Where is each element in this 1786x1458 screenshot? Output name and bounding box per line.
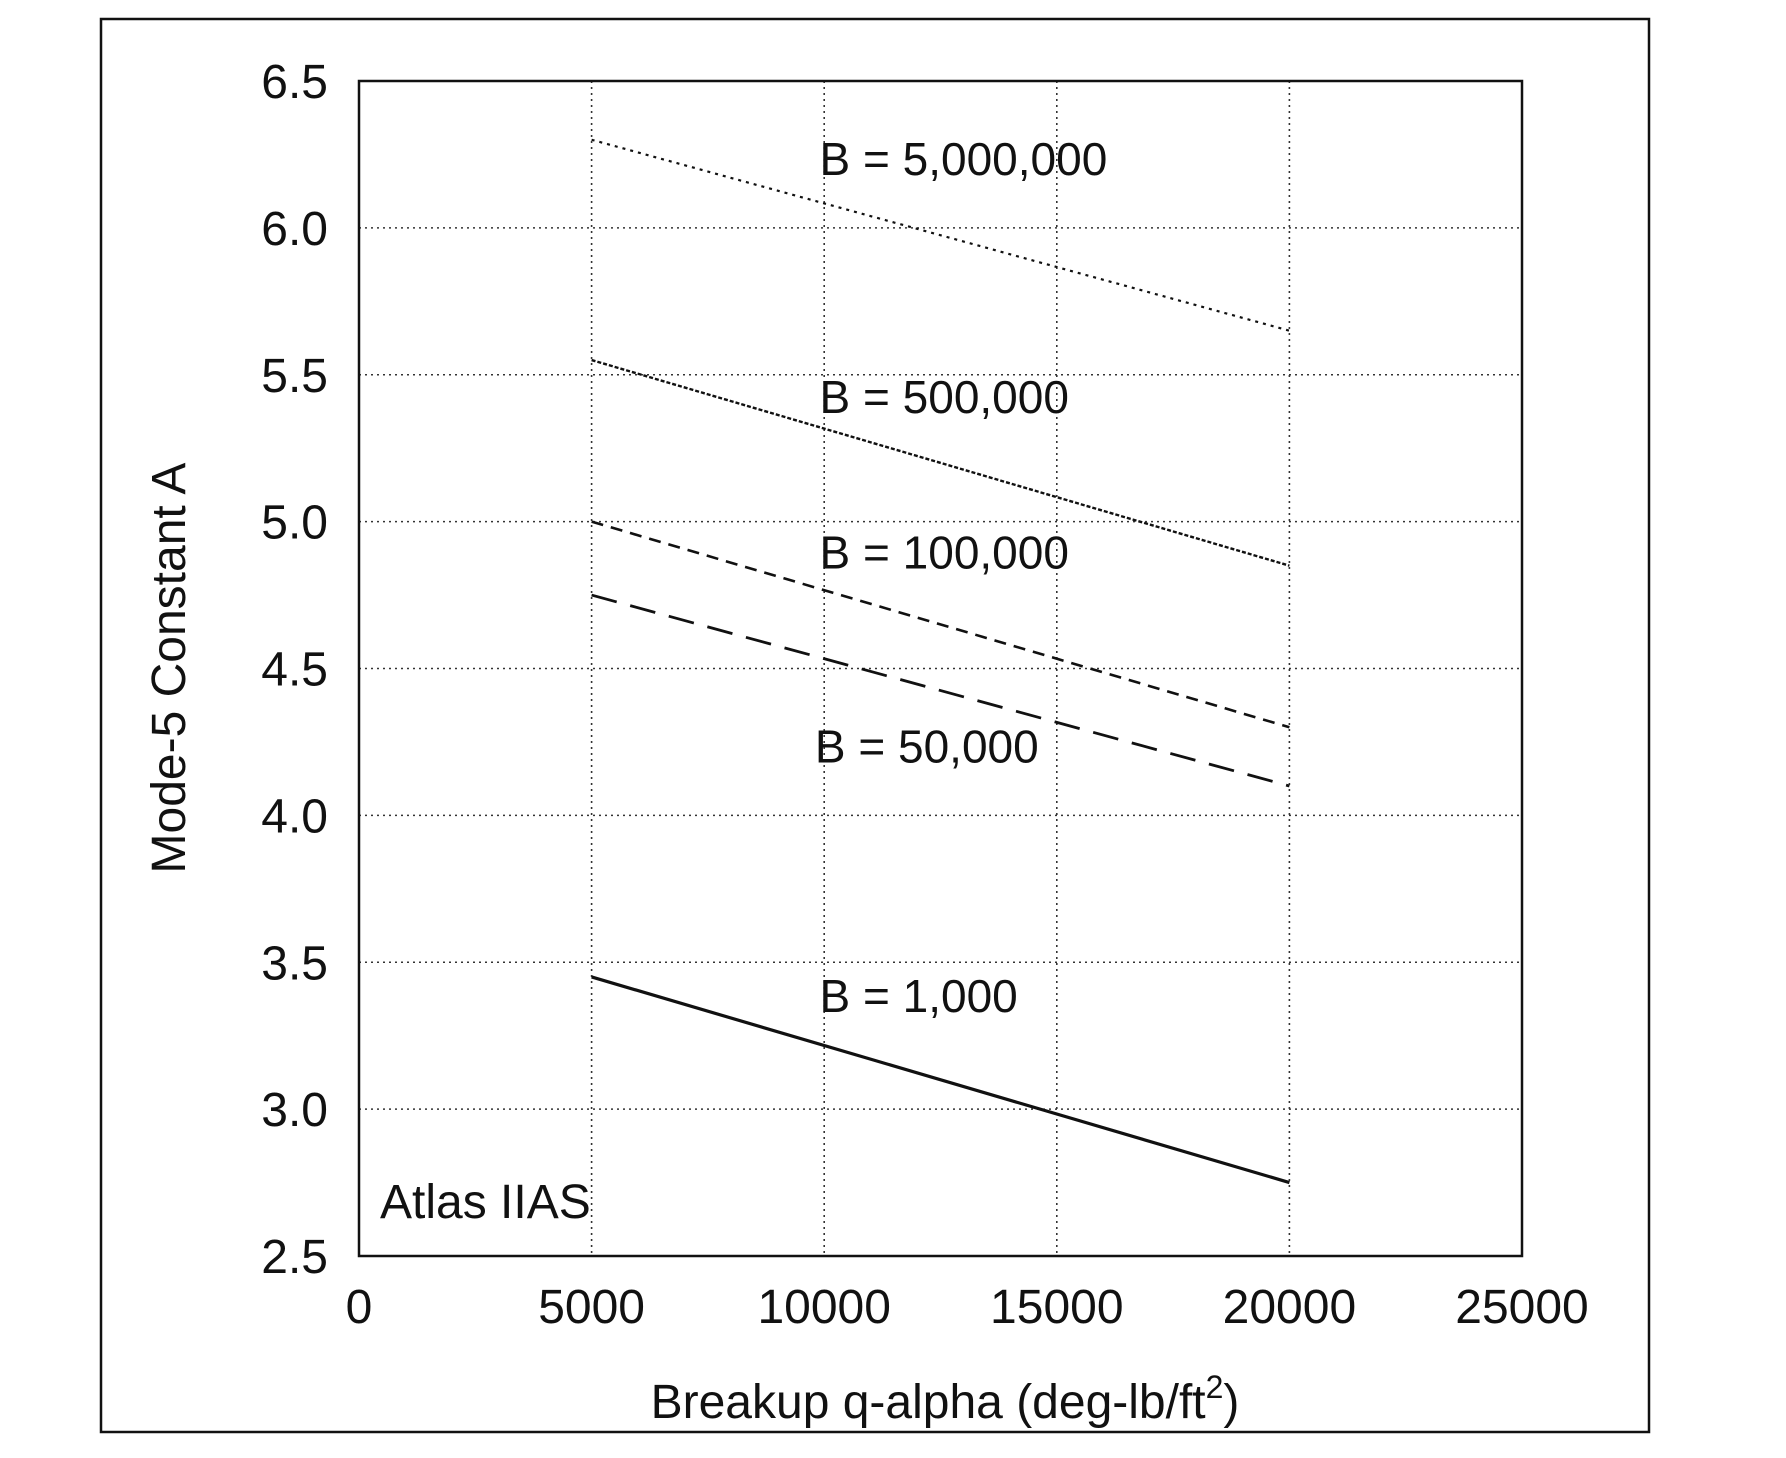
y-tick-label: 6.5	[261, 56, 328, 109]
y-tick-label: 4.0	[261, 790, 328, 843]
series-line	[591, 138, 1290, 332]
figure-frame	[99, 17, 1651, 1434]
series-line	[591, 358, 1290, 567]
series-line	[591, 593, 1290, 788]
y-axis-label: Mode-5 Constant A	[143, 463, 196, 874]
chart-annotation: Atlas IIAS	[380, 1176, 591, 1229]
series-label: B = 5,000,000	[820, 133, 1108, 185]
x-axis-label-superscript: 2	[1206, 1369, 1224, 1405]
x-axis-label: Breakup q-alpha (deg-lb/ft2)	[651, 1369, 1240, 1429]
y-tick-label: 3.0	[261, 1084, 328, 1137]
x-tick-label: 5000	[538, 1281, 645, 1334]
x-tick-label: 0	[346, 1281, 373, 1334]
series-line	[591, 520, 1290, 729]
y-tick-label: 3.5	[261, 937, 328, 990]
tick-layer: 2.5 3.0 3.5 4.0 4.5 5.0 5.5 6.0 6.5 0 5000 10000 150…	[261, 56, 1588, 1334]
x-tick-label: 15000	[990, 1281, 1123, 1334]
grid-layer	[359, 81, 1522, 1256]
y-tick-label: 4.5	[261, 644, 328, 697]
plot-area-frame	[357, 79, 1524, 1258]
series-label-layer: B = 5,000,000 B = 500,000 B = 100,000 B = 5…	[815, 133, 1107, 1022]
x-tick-label: 20000	[1223, 1281, 1356, 1334]
y-tick-label: 6.0	[261, 203, 328, 256]
series-label: B = 100,000	[820, 527, 1069, 579]
series-line	[591, 975, 1290, 1185]
y-tick-label: 5.5	[261, 350, 328, 403]
series-layer	[591, 138, 1290, 1185]
x-tick-label: 10000	[757, 1281, 890, 1334]
series-label: B = 500,000	[820, 371, 1069, 423]
y-tick-label: 5.0	[261, 497, 328, 550]
x-axis-label-main: Breakup q-alpha (deg-lb/ft	[651, 1376, 1206, 1429]
series-label: B = 1,000	[820, 970, 1018, 1022]
x-tick-label: 25000	[1455, 1281, 1588, 1334]
x-axis-label-close: )	[1223, 1376, 1239, 1429]
y-tick-label: 2.5	[261, 1231, 328, 1284]
series-label: B = 50,000	[815, 721, 1039, 773]
